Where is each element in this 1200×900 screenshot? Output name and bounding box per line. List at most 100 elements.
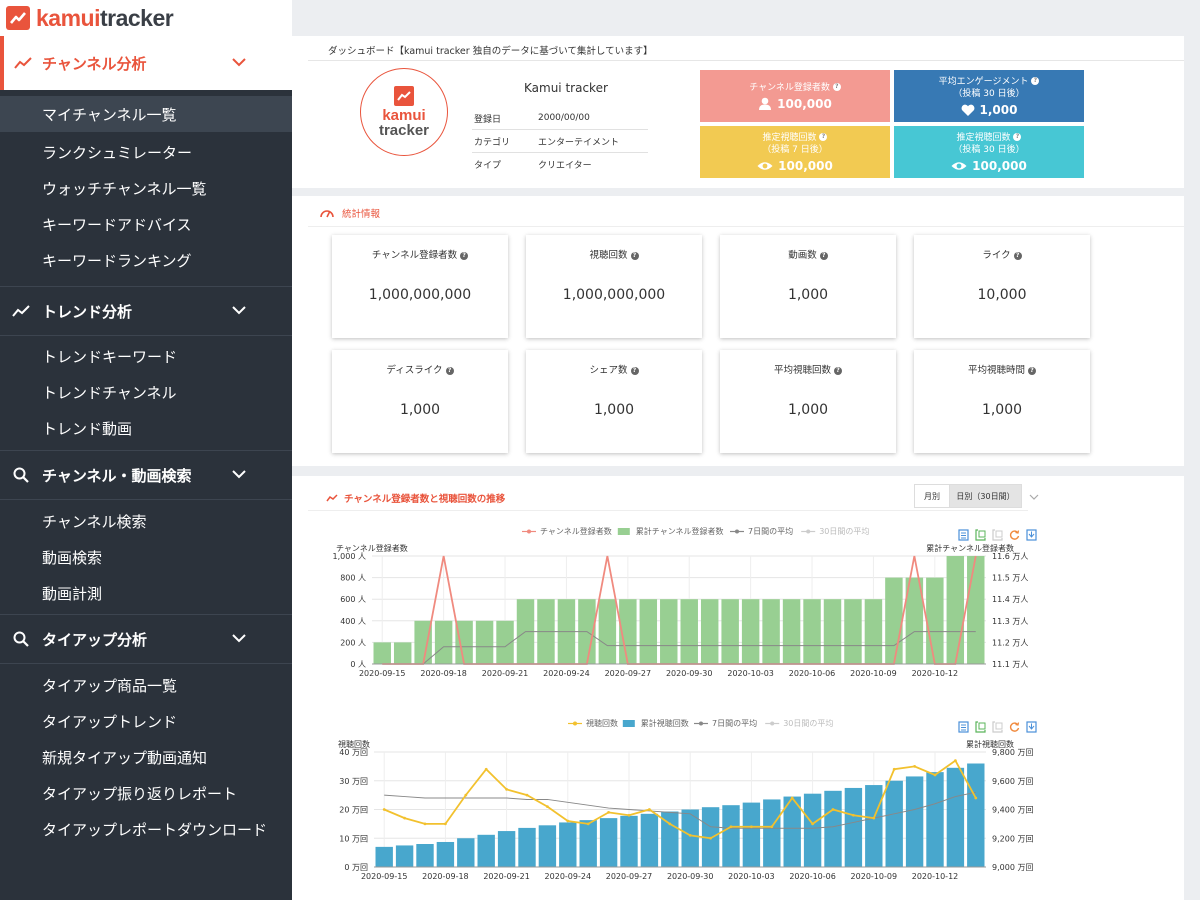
help-icon[interactable]: ? bbox=[819, 251, 828, 260]
help-icon[interactable]: ? bbox=[460, 251, 469, 260]
bar bbox=[762, 599, 780, 664]
stat-label: 平均視聴時間 bbox=[967, 365, 1025, 376]
divider bbox=[308, 510, 1028, 511]
line-series-7day-average bbox=[384, 791, 976, 829]
zoom-reset-icon[interactable] bbox=[992, 529, 1003, 541]
bar bbox=[763, 799, 781, 867]
x-tick-label: 2020-10-06 bbox=[789, 669, 836, 678]
sidebar-item-rank-simulator[interactable]: ランクシュミレーター bbox=[42, 143, 193, 162]
help-icon[interactable]: ? bbox=[630, 366, 639, 375]
legend-entry: 累計チャンネル登録者数 bbox=[636, 526, 724, 536]
card-title: 推定視聴回数 bbox=[956, 132, 1011, 143]
data-view-icon[interactable] bbox=[958, 721, 969, 733]
x-tick-label: 2020-09-24 bbox=[545, 872, 592, 881]
chevron-down-icon[interactable] bbox=[232, 634, 246, 643]
sidebar-section-label: チャンネル分析 bbox=[42, 54, 147, 73]
info-label: カテゴリ bbox=[474, 137, 511, 148]
sidebar-section-channel-analysis[interactable]: チャンネル分析 bbox=[0, 36, 292, 90]
zoom-icon[interactable] bbox=[975, 721, 986, 733]
help-icon[interactable]: ? bbox=[832, 83, 841, 91]
bar bbox=[436, 841, 455, 867]
sidebar-section-label: タイアップ分析 bbox=[42, 630, 148, 649]
sidebar-item-channel-search[interactable]: チャンネル検索 bbox=[42, 512, 147, 531]
sidebar-item-video-search[interactable]: 動画検索 bbox=[42, 548, 103, 567]
stat-label: 平均視聴回数 bbox=[773, 365, 831, 376]
sidebar-item-watch-channels[interactable]: ウォッチチャンネル一覧 bbox=[42, 179, 207, 198]
card-title: 平均エンゲージメント bbox=[938, 76, 1029, 87]
sidebar-item-tieup-products[interactable]: タイアップ商品一覧 bbox=[42, 676, 178, 695]
bar bbox=[885, 577, 903, 664]
y-tick-label: 10 万回 bbox=[339, 834, 368, 843]
bar bbox=[457, 838, 475, 867]
help-icon[interactable]: ? bbox=[1028, 366, 1037, 375]
help-icon[interactable]: ? bbox=[834, 366, 843, 375]
stat-card-dislikes: ディスライク ? 1,000 bbox=[332, 350, 508, 453]
stat-value: 10,000 bbox=[977, 287, 1027, 303]
x-tick-label: 2020-09-27 bbox=[605, 669, 652, 678]
help-icon[interactable]: ? bbox=[445, 366, 454, 375]
sidebar-item-tieup-review-report[interactable]: タイアップ振り返りレポート bbox=[42, 784, 238, 803]
sidebar-section-tieup-analysis[interactable]: タイアップ分析 bbox=[0, 614, 292, 664]
help-icon[interactable]: ? bbox=[1031, 77, 1040, 85]
line-point bbox=[546, 805, 549, 809]
dashboard-caption: ダッシュボード【kamui tracker 独自のデータに基づいて集計しています… bbox=[328, 46, 653, 57]
sidebar-item-keyword-advice[interactable]: キーワードアドバイス bbox=[42, 215, 192, 234]
help-icon[interactable]: ? bbox=[819, 133, 828, 141]
card-subtitle: （投稿 7 日後） bbox=[762, 144, 828, 155]
save-image-icon[interactable] bbox=[1026, 529, 1037, 541]
bar bbox=[639, 599, 658, 664]
legend-swatch bbox=[699, 721, 703, 726]
chevron-down-icon[interactable] bbox=[1029, 494, 1039, 500]
line-point bbox=[648, 808, 651, 811]
sidebar-section-trend-analysis[interactable]: トレンド分析 bbox=[0, 286, 292, 336]
y2-tick-label: 11.2 万人 bbox=[992, 638, 1028, 647]
sidebar-section-search[interactable]: チャンネル・動画検索 bbox=[0, 450, 292, 500]
stat-label: ディスライク bbox=[386, 365, 443, 376]
x-tick-label: 2020-09-24 bbox=[543, 669, 590, 678]
bar bbox=[660, 599, 678, 664]
refresh-icon[interactable] bbox=[1009, 529, 1020, 541]
y-tick-label: 20 万回 bbox=[339, 806, 368, 815]
sidebar-item-tieup-report-download[interactable]: タイアップレポートダウンロード bbox=[42, 820, 268, 839]
help-icon[interactable]: ? bbox=[1013, 133, 1022, 141]
x-tick-label: 2020-09-30 bbox=[666, 669, 713, 678]
stat-card-views: 視聴回数 ? 1,000,000,000 bbox=[526, 235, 702, 338]
sidebar-item-video-measurement[interactable]: 動画計測 bbox=[42, 584, 103, 603]
zoom-reset-icon[interactable] bbox=[992, 721, 1003, 733]
save-image-icon[interactable] bbox=[1026, 721, 1037, 733]
sidebar-item-my-channels[interactable]: マイチャンネル一覧 bbox=[0, 96, 292, 132]
stat-value: 1,000 bbox=[593, 402, 635, 418]
subscribers-chart: チャンネル登録者数 累計チャンネル登録者数 7日間の平均 30日間の平均チャンネル登録… bbox=[333, 526, 1029, 678]
bar bbox=[722, 805, 740, 867]
sidebar-item-trend-videos[interactable]: トレンド動画 bbox=[42, 419, 133, 438]
bar bbox=[455, 620, 473, 664]
line-point bbox=[770, 825, 774, 829]
sidebar-item-tieup-notifications[interactable]: 新規タイアップ動画通知 bbox=[42, 748, 208, 767]
sidebar-item-keyword-ranking[interactable]: キーワードランキング bbox=[42, 251, 192, 270]
period-monthly-button[interactable]: 月別 bbox=[915, 485, 949, 507]
y2-tick-label: 11.4 万人 bbox=[992, 595, 1028, 604]
sidebar-item-tieup-trend[interactable]: タイアップトレンド bbox=[42, 712, 178, 731]
data-view-icon[interactable] bbox=[958, 529, 969, 541]
brand-logo-text[interactable]: kamuitracker bbox=[36, 4, 174, 31]
chevron-down-icon[interactable] bbox=[232, 58, 246, 67]
sidebar-item-trend-channels[interactable]: トレンドチャンネル bbox=[42, 383, 177, 402]
stat-value: 1,000,000,000 bbox=[368, 287, 472, 303]
chart-toolbox bbox=[958, 721, 1043, 733]
x-tick-label: 2020-09-18 bbox=[420, 669, 467, 678]
x-tick-label: 2020-09-15 bbox=[361, 872, 408, 881]
line-point bbox=[627, 813, 631, 817]
bar bbox=[434, 620, 453, 664]
brand-logo-icon[interactable] bbox=[6, 6, 30, 30]
chevron-down-icon[interactable] bbox=[232, 470, 246, 479]
zoom-icon[interactable] bbox=[975, 529, 986, 541]
chevron-down-icon[interactable] bbox=[232, 306, 246, 315]
bar bbox=[393, 642, 412, 664]
refresh-icon[interactable] bbox=[1009, 721, 1020, 733]
sidebar-item-trend-keywords[interactable]: トレンドキーワード bbox=[42, 347, 178, 366]
bar bbox=[803, 793, 822, 867]
period-daily-button[interactable]: 日別（30日間） bbox=[949, 485, 1021, 507]
y-axis-title: 視聴回数 bbox=[338, 739, 370, 749]
help-icon[interactable]: ? bbox=[630, 251, 639, 260]
help-icon[interactable]: ? bbox=[1013, 251, 1022, 260]
